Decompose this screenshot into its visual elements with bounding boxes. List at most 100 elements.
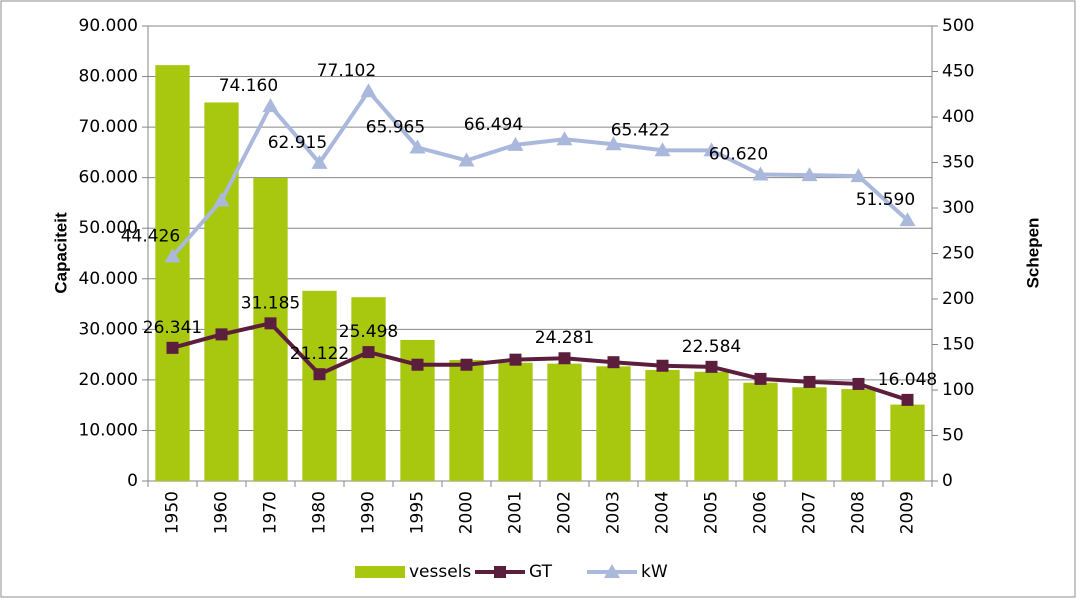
marker [509,353,522,366]
y2-axis-title: Schepen [1023,218,1042,289]
marker [507,136,524,151]
data-label: 62.915 [268,133,327,153]
data-label: 51.590 [856,190,915,210]
x-tick-label: 1960 [212,491,232,534]
bar [645,369,680,481]
marker [166,341,179,354]
marker [754,372,767,385]
y2-tick-label: 500 [942,16,974,36]
marker [703,142,720,157]
marker [801,167,818,182]
y2-tick-label: 150 [942,335,974,355]
data-label: 44.426 [121,226,180,246]
bar [155,65,190,481]
data-label: 21.122 [290,344,349,364]
y2-tick-label: 300 [942,198,974,218]
x-tick-label: 2009 [898,491,918,534]
bar [596,366,631,481]
bar [449,359,484,481]
x-tick-label: 2000 [457,491,477,534]
marker [460,358,473,371]
marker [458,152,475,167]
data-label: 66.494 [464,115,523,135]
y-tick-label: 90.000 [79,16,138,36]
y2-tick-label: 50 [942,426,964,446]
data-label: 24.281 [535,328,594,348]
x-tick-label: 2003 [604,491,624,534]
y-tick-label: 60.000 [79,168,138,188]
bar [204,102,239,481]
y2-tick-label: 400 [942,107,974,127]
marker [164,248,181,263]
x-tick-label: 2002 [555,491,575,534]
marker [605,136,622,151]
line [171,321,909,402]
marker [311,154,328,169]
x-tick-label: 1950 [163,491,183,534]
legend-label: kW [641,562,668,582]
x-tick-label: 1980 [310,491,330,534]
data-label: 26.341 [143,318,202,338]
x-tick-label: 1970 [261,491,281,534]
bar [302,290,337,481]
legend-swatch [355,566,405,578]
y-tick-label: 20.000 [79,370,138,390]
marker [899,212,916,227]
bar [792,387,827,481]
marker [362,346,375,359]
marker [901,393,914,406]
legend-marker [494,566,506,578]
x-tick-label: 2005 [702,491,722,534]
marker [556,131,573,146]
marker [313,368,326,381]
x-tick-label: 2007 [800,491,820,534]
bar [351,297,386,481]
x-tick-label: 2006 [751,491,771,534]
y-tick-label: 40.000 [79,269,138,289]
data-label: 25.498 [339,322,398,342]
marker [213,192,230,207]
y-tick-label: 50.000 [79,218,138,238]
marker [264,317,277,330]
legend-label: GT [529,562,553,582]
bar [890,404,925,481]
data-label: 65.965 [366,118,425,138]
data-label: 60.620 [709,145,768,165]
marker [705,360,718,373]
x-tick-label: 1990 [359,491,379,534]
x-tick-label: 2008 [849,491,869,534]
marker [803,375,816,388]
marker [215,328,228,341]
legend-label: vessels [409,562,471,582]
y-axis-title: Capaciteit [51,212,70,294]
x-tick-label: 2001 [506,491,526,534]
y2-tick-label: 100 [942,380,974,400]
marker [409,139,426,154]
data-label: 65.422 [611,120,670,140]
legend-marker [604,564,620,578]
marker [411,358,424,371]
y-tick-label: 80.000 [79,67,138,87]
line [170,87,909,258]
x-tick-label: 1995 [408,491,428,534]
bar [547,363,582,481]
y-tick-label: 70.000 [79,117,138,137]
y2-tick-label: 250 [942,244,974,264]
marker [850,168,867,183]
y2-tick-label: 450 [942,62,974,82]
y-tick-label: 10.000 [79,420,138,440]
marker [752,166,769,181]
marker [360,83,377,98]
y2-tick-label: 350 [942,153,974,173]
y2-tick-label: 200 [942,289,974,309]
marker [852,377,865,390]
data-label: 22.584 [682,337,741,357]
bar [841,389,876,481]
y-tick-label: 30.000 [79,319,138,339]
bar [498,362,533,481]
marker [656,359,669,372]
data-label: 77.102 [317,61,376,81]
data-label: 16.048 [878,370,937,390]
data-label: 31.185 [241,293,300,313]
